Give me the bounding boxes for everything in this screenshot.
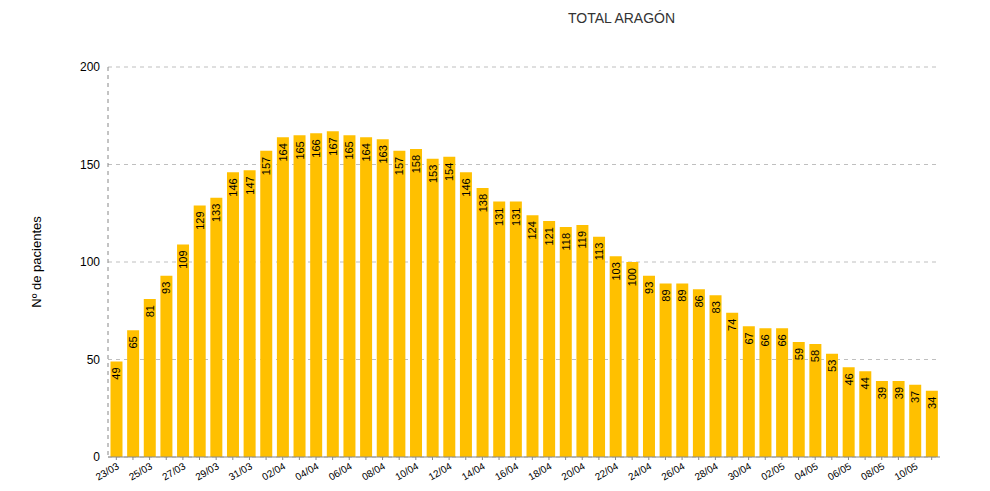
- svg-text:167: 167: [327, 137, 339, 155]
- svg-text:23/03: 23/03: [93, 460, 121, 483]
- svg-text:165: 165: [343, 141, 355, 159]
- svg-text:74: 74: [726, 319, 738, 331]
- svg-text:89: 89: [660, 289, 672, 301]
- svg-text:46: 46: [843, 373, 855, 385]
- svg-text:44: 44: [859, 377, 871, 389]
- svg-text:12/04: 12/04: [426, 460, 454, 482]
- svg-text:06/05: 06/05: [826, 460, 854, 482]
- svg-text:131: 131: [493, 208, 505, 226]
- svg-text:27/03: 27/03: [160, 460, 188, 482]
- svg-text:29/03: 29/03: [194, 460, 222, 482]
- svg-text:16/04: 16/04: [493, 460, 521, 482]
- svg-text:119: 119: [576, 231, 588, 249]
- svg-text:109: 109: [177, 250, 189, 268]
- svg-text:65: 65: [127, 336, 139, 348]
- svg-text:22/04: 22/04: [593, 460, 621, 482]
- svg-text:04/05: 04/05: [793, 460, 821, 482]
- svg-text:58: 58: [809, 350, 821, 362]
- svg-text:157: 157: [260, 157, 272, 175]
- svg-text:158: 158: [410, 155, 422, 173]
- svg-text:08/05: 08/05: [859, 460, 887, 482]
- svg-text:04/04: 04/04: [293, 460, 321, 482]
- svg-text:86: 86: [693, 295, 705, 307]
- svg-text:0: 0: [93, 450, 100, 464]
- svg-text:100: 100: [80, 255, 100, 269]
- svg-text:124: 124: [526, 221, 538, 239]
- svg-text:89: 89: [676, 289, 688, 301]
- svg-text:06/04: 06/04: [327, 460, 355, 482]
- svg-text:103: 103: [610, 262, 622, 280]
- svg-text:133: 133: [210, 204, 222, 222]
- svg-text:53: 53: [826, 360, 838, 372]
- svg-text:154: 154: [443, 163, 455, 181]
- svg-text:66: 66: [776, 334, 788, 346]
- svg-text:31/03: 31/03: [227, 460, 255, 482]
- svg-text:59: 59: [793, 348, 805, 360]
- svg-text:Nº de pacientes: Nº de pacientes: [29, 216, 44, 308]
- svg-text:30/04: 30/04: [726, 460, 754, 482]
- svg-text:02/04: 02/04: [260, 460, 288, 482]
- svg-text:150: 150: [80, 158, 100, 172]
- svg-text:200: 200: [80, 60, 100, 74]
- svg-text:121: 121: [543, 227, 555, 245]
- svg-text:118: 118: [560, 233, 572, 251]
- svg-text:26/04: 26/04: [659, 460, 687, 482]
- svg-text:166: 166: [310, 139, 322, 157]
- svg-text:25/03: 25/03: [127, 460, 155, 482]
- svg-text:93: 93: [643, 282, 655, 294]
- svg-text:10/05: 10/05: [892, 460, 920, 482]
- svg-text:37: 37: [909, 391, 921, 403]
- svg-text:66: 66: [759, 334, 771, 346]
- svg-text:157: 157: [393, 157, 405, 175]
- svg-text:81: 81: [144, 305, 156, 317]
- svg-text:164: 164: [360, 143, 372, 161]
- svg-text:18/04: 18/04: [526, 460, 554, 482]
- svg-text:100: 100: [626, 268, 638, 286]
- svg-text:39: 39: [893, 387, 905, 399]
- svg-text:138: 138: [477, 194, 489, 212]
- html-text:TOTAL ARAGÓN: TOTAL ARAGÓN: [568, 10, 676, 26]
- svg-text:50: 50: [87, 353, 101, 367]
- svg-text:147: 147: [244, 176, 256, 194]
- svg-text:08/04: 08/04: [360, 460, 388, 482]
- svg-text:146: 146: [227, 178, 239, 196]
- svg-text:163: 163: [377, 145, 389, 163]
- svg-text:20/04: 20/04: [560, 460, 588, 482]
- svg-text:24/04: 24/04: [626, 460, 654, 482]
- svg-text:153: 153: [427, 165, 439, 183]
- svg-text:39: 39: [876, 387, 888, 399]
- svg-text:28/04: 28/04: [693, 460, 721, 482]
- svg-text:10/04: 10/04: [393, 460, 421, 482]
- svg-text:49: 49: [110, 367, 122, 379]
- svg-text:165: 165: [294, 141, 306, 159]
- svg-text:146: 146: [460, 178, 472, 196]
- svg-text:14/04: 14/04: [460, 460, 488, 482]
- svg-text:131: 131: [510, 208, 522, 226]
- svg-text:83: 83: [710, 301, 722, 313]
- svg-text:02/05: 02/05: [759, 460, 787, 482]
- svg-text:129: 129: [194, 211, 206, 229]
- svg-text:34: 34: [926, 397, 938, 409]
- svg-text:113: 113: [593, 243, 605, 261]
- svg-text:93: 93: [160, 282, 172, 294]
- svg-text:67: 67: [743, 332, 755, 344]
- svg-text:164: 164: [277, 143, 289, 161]
